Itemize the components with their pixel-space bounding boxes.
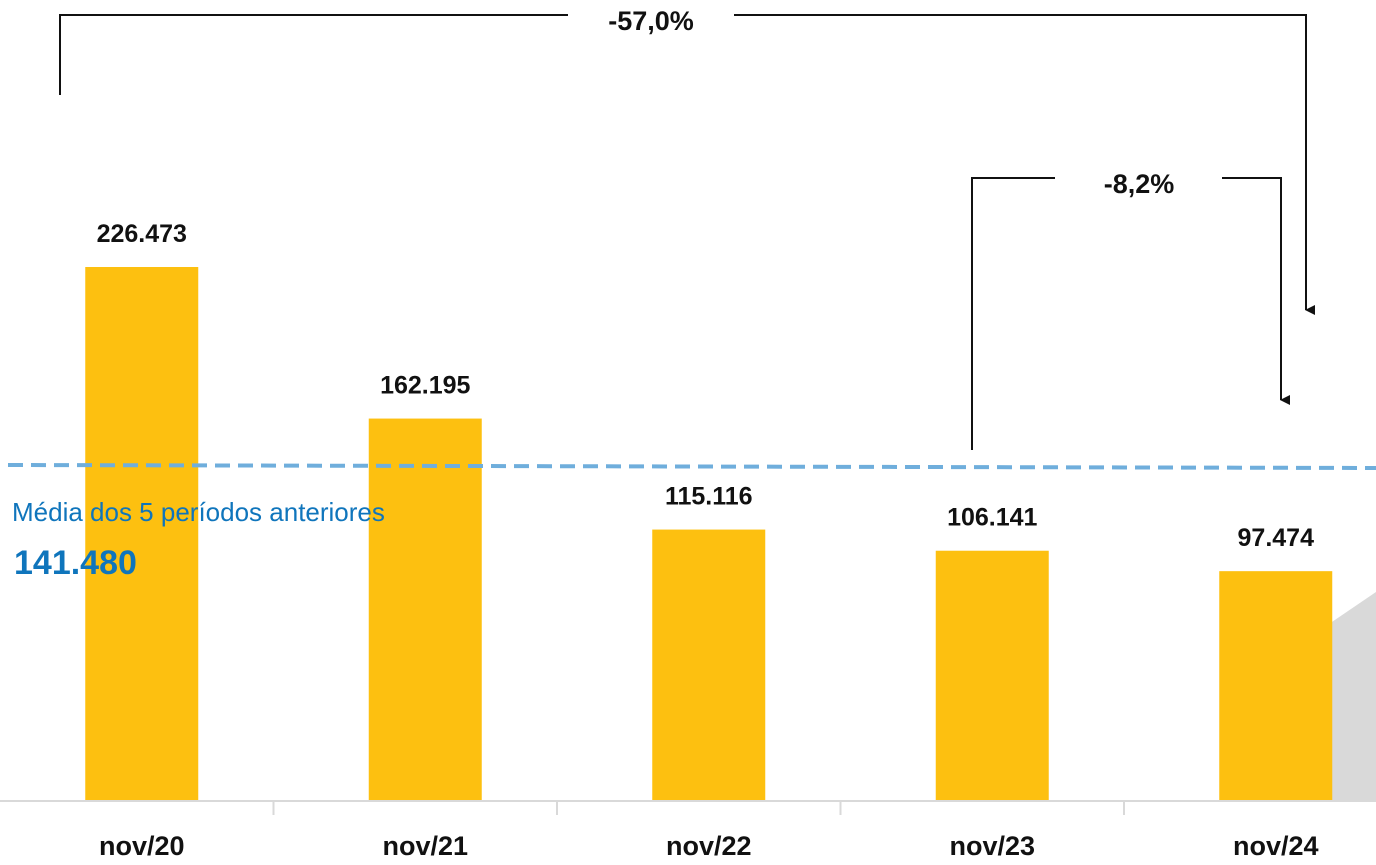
change-bracket-long-right [734, 14, 1315, 315]
bar-value-label: 106.141 [947, 504, 1037, 532]
change-bracket-short-left [971, 177, 1055, 450]
bar-value-label: 97.474 [1238, 524, 1315, 552]
average-label: Média dos 5 períodos anteriores [12, 497, 385, 527]
x-tick-label: nov/24 [1233, 831, 1319, 861]
bar-nov-24 [1219, 571, 1333, 801]
bar-nov-23 [935, 550, 1049, 801]
bar-value-label: 226.473 [97, 220, 187, 248]
change-label-long: -57,0% [608, 6, 694, 36]
bar-nov-21 [368, 418, 482, 801]
x-tick-label: nov/20 [99, 831, 185, 861]
bar-nov-20 [85, 267, 199, 801]
change-bracket-short: -8,2% [971, 169, 1290, 450]
x-tick-label: nov/23 [949, 831, 1035, 861]
x-tick-label: nov/21 [382, 831, 468, 861]
bar-value-label: 115.116 [665, 483, 753, 511]
decorative-triangle [1326, 592, 1376, 800]
x-axis-tick-labels: nov/20 nov/21 nov/22 nov/23 nov/24 [99, 831, 1319, 861]
average-line [7, 463, 1376, 470]
x-tick-label: nov/22 [666, 831, 752, 861]
bar-nov-22 [652, 529, 766, 801]
change-bracket-short-right [1222, 177, 1290, 405]
average-value: 141.480 [14, 544, 137, 582]
bar-value-label: 162.195 [380, 372, 470, 400]
bars-layer: 226.473 162.195 115.116 106.141 97.474 [85, 220, 1333, 801]
change-bracket-long: -57,0% [59, 6, 1315, 315]
change-label-short: -8,2% [1104, 169, 1175, 199]
change-bracket-long-left [59, 14, 568, 95]
x-axis-ticks [272, 801, 1125, 815]
